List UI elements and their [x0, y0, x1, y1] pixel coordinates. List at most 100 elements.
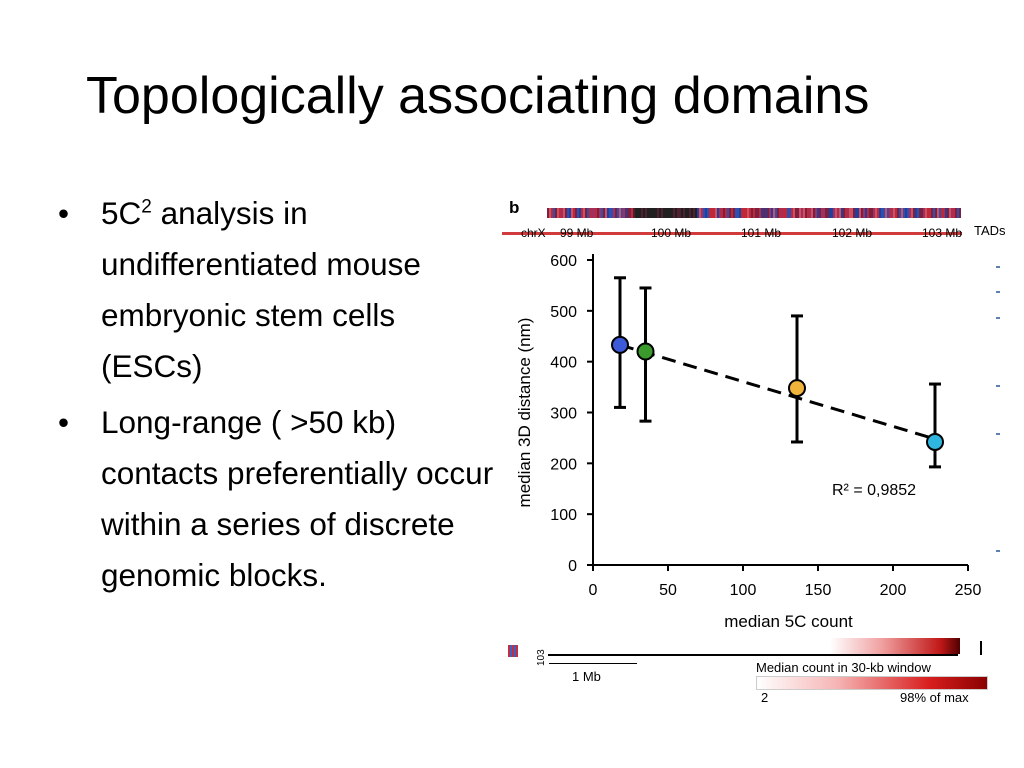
track-stripe	[757, 208, 759, 218]
track-stripe	[815, 208, 817, 218]
track-stripe	[669, 208, 671, 218]
track-stripe	[753, 208, 755, 218]
track-stripe	[609, 208, 611, 218]
track-stripe	[847, 208, 849, 218]
track-stripe	[567, 208, 569, 218]
bullet-item-long-range: Long-range ( >50 kb) contacts preferenti…	[58, 397, 503, 601]
track-stripe	[713, 208, 715, 218]
track-stripe	[665, 208, 667, 218]
y-tick-label: 0	[568, 558, 577, 575]
track-stripe	[629, 208, 631, 218]
bullet-text: Long-range ( >50 kb) contacts preferenti…	[101, 404, 494, 593]
track-stripe	[623, 208, 625, 218]
edge-mark	[996, 550, 1000, 552]
track-stripe	[579, 208, 581, 218]
legend-min-label: 2	[761, 690, 769, 705]
track-stripe	[641, 208, 643, 218]
track-stripe	[845, 208, 847, 218]
mb-label: 99 Mb	[560, 226, 594, 240]
track-stripe	[829, 208, 831, 218]
track-stripe	[899, 208, 901, 218]
track-stripe	[955, 208, 957, 218]
legend-title: Median count in 30-kb window	[756, 660, 931, 675]
track-stripe	[817, 208, 819, 218]
track-stripe	[953, 208, 955, 218]
track-stripe	[917, 208, 919, 218]
track-stripe	[883, 208, 885, 218]
track-stripe	[557, 208, 559, 218]
track-stripe	[699, 208, 701, 218]
edge-mark	[996, 317, 1000, 319]
track-stripe	[693, 208, 695, 218]
track-stripe	[577, 208, 579, 218]
track-stripe	[741, 208, 743, 218]
track-stripe	[795, 208, 797, 218]
track-stripe	[783, 208, 785, 218]
track-stripe	[745, 208, 747, 218]
track-stripe	[793, 208, 795, 218]
track-stripe	[673, 208, 675, 218]
fit-line	[619, 343, 936, 441]
track-stripe	[573, 208, 575, 218]
track-stripe	[695, 208, 697, 218]
track-stripe	[663, 208, 665, 218]
track-stripe	[687, 208, 689, 218]
track-stripe	[611, 208, 613, 218]
fit-line-group	[619, 343, 936, 441]
track-stripe	[645, 208, 647, 218]
track-stripe	[659, 208, 661, 218]
track-stripe	[701, 208, 703, 218]
track-stripe	[791, 208, 793, 218]
track-stripe	[761, 208, 763, 218]
track-stripe	[889, 208, 891, 218]
track-stripe	[919, 208, 921, 218]
track-stripe	[723, 208, 725, 218]
track-stripe	[943, 208, 945, 218]
track-stripe	[621, 208, 623, 218]
track-stripe	[555, 208, 557, 218]
track-stripe	[705, 208, 707, 218]
track-stripe	[949, 208, 951, 218]
panel-letter: b	[509, 198, 520, 217]
y-axis-label: median 3D distance (nm)	[515, 318, 534, 508]
track-stripe	[905, 208, 907, 218]
track-stripe	[871, 208, 873, 218]
track-stripe	[617, 208, 619, 218]
track-stripe	[813, 208, 815, 218]
track-stripe	[653, 208, 655, 218]
track-stripe	[843, 208, 845, 218]
figure-panel: b chrX 99 Mb 100 Mb 101 Mb 102 Mb 103 Mb…	[500, 195, 1020, 715]
track-stripe	[903, 208, 905, 218]
track-stripe	[635, 208, 637, 218]
track-stripe	[799, 208, 801, 218]
track-stripe	[599, 208, 601, 218]
x-tick-label: 250	[955, 582, 982, 599]
edge-mark	[996, 385, 1000, 387]
track-stripe	[879, 208, 881, 218]
edge-mark	[996, 266, 1000, 268]
track-stripe	[819, 208, 821, 218]
track-stripe	[639, 208, 641, 218]
track-stripe	[597, 208, 599, 218]
track-stripe	[825, 208, 827, 218]
y-tick-label: 400	[550, 355, 577, 372]
track-stripe	[867, 208, 869, 218]
track-stripe	[807, 208, 809, 218]
track-stripe	[643, 208, 645, 218]
track-stripe	[737, 208, 739, 218]
track-stripe	[603, 208, 605, 218]
data-point	[926, 432, 944, 451]
bullet-text-pre: 5C	[101, 195, 142, 231]
x-tick-label: 100	[730, 582, 757, 599]
track-stripe	[601, 208, 603, 218]
slide-title: Topologically associating domains	[86, 67, 870, 125]
track-stripe	[951, 208, 953, 218]
track-stripe	[803, 208, 805, 218]
track-stripe	[925, 208, 927, 218]
mb-label: 101 Mb	[741, 226, 782, 240]
track-stripe	[935, 208, 937, 218]
track-stripe	[785, 208, 787, 218]
track-stripe	[831, 208, 833, 218]
chromosome-track-bar	[547, 208, 961, 218]
x-tick-label: 0	[589, 582, 598, 599]
